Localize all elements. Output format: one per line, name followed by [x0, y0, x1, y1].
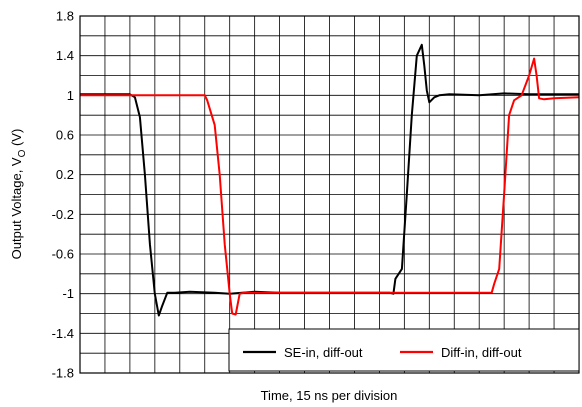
y-tick-label: -1 — [62, 286, 74, 301]
y-tick-label: 1.4 — [56, 48, 74, 63]
y-axis-title-unit: (V) — [9, 129, 24, 150]
y-axis-tick-labels: 1.8 1.4 1 0.6 0.2 -0.2 -0.6 -1 -1.4 -1.8 — [52, 9, 74, 381]
y-tick-label: -1.4 — [52, 326, 74, 341]
y-axis-title-subscript: O — [17, 149, 28, 157]
plot-frame — [79, 15, 580, 374]
grid-lines — [80, 16, 579, 373]
y-tick-label: 0.6 — [56, 128, 74, 143]
y-tick-label: 1 — [67, 88, 74, 103]
series-layer — [80, 43, 580, 317]
y-tick-label: -0.2 — [52, 207, 74, 222]
legend: SE-in, diff-out Diff-in, diff-out — [228, 328, 580, 372]
legend-label-diff-in: Diff-in, diff-out — [441, 345, 522, 360]
y-tick-label: 1.8 — [56, 9, 74, 24]
x-axis-title: Time, 15 ns per division — [261, 388, 398, 403]
y-axis-title: Output Voltage, VO (V) — [9, 129, 28, 260]
legend-label-se-in: SE-in, diff-out — [284, 345, 363, 360]
y-tick-label: 0.2 — [56, 167, 74, 182]
y-tick-label: -0.6 — [52, 247, 74, 262]
series-line-1 — [80, 57, 580, 316]
y-axis-title-main: Output Voltage, V — [9, 157, 24, 259]
y-tick-label: -1.8 — [52, 366, 74, 381]
legend-box — [228, 328, 580, 372]
